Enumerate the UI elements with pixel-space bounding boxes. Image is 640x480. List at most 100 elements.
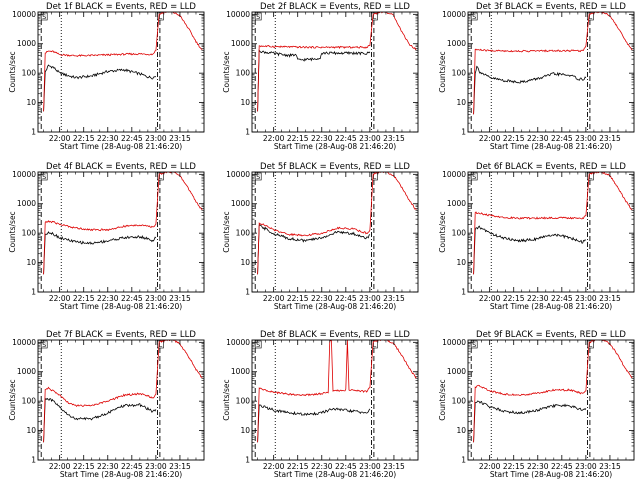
x-axis-label: Start Time (28-Aug-08 21:46:20) <box>490 470 612 479</box>
plot-frame <box>251 339 419 461</box>
x-tick-label: 22:30 <box>311 462 333 471</box>
x-tick-label: 23:00 <box>575 134 597 143</box>
series-group <box>473 12 633 115</box>
x-axis-label: Start Time (28-Aug-08 21:46:20) <box>274 302 396 311</box>
y-tick-label: 10 <box>240 258 250 267</box>
x-tick-label: 23:15 <box>599 294 621 303</box>
y-axis-label: Counts/sec <box>8 51 17 92</box>
x-tick-label: 22:45 <box>551 134 573 143</box>
series-group <box>257 172 417 275</box>
x-tick-label: 22:00 <box>49 134 71 143</box>
events-series-line <box>257 404 371 443</box>
x-tick-label: 23:15 <box>169 462 191 471</box>
y-tick-label: 10 <box>240 98 250 107</box>
series-group <box>473 340 633 443</box>
y-tick-label: 100 <box>452 397 467 406</box>
events-series-line <box>473 225 587 275</box>
series-group <box>473 172 633 275</box>
y-tick-label: 1000 <box>447 199 466 208</box>
x-tick-label: 22:00 <box>49 462 71 471</box>
y-tick-label: 100 <box>236 69 251 78</box>
x-axis-label: Start Time (28-Aug-08 21:46:20) <box>60 470 182 479</box>
marker-label: L <box>373 173 377 181</box>
y-tick-label: 100 <box>236 397 251 406</box>
y-axis-label: Counts/sec <box>438 51 447 92</box>
y-tick-label: 1000 <box>231 367 250 376</box>
marker-label: L <box>589 13 593 21</box>
y-tick-label: 10 <box>26 98 36 107</box>
plot-frame <box>467 339 635 461</box>
y-tick-label: 1000 <box>17 367 36 376</box>
marker-label: S <box>42 13 46 21</box>
plot-frame <box>37 11 205 133</box>
x-tick-label: 22:15 <box>503 294 525 303</box>
plot-frame <box>467 171 635 293</box>
lld-series-line <box>257 340 417 443</box>
x-tick-label: 23:00 <box>359 294 381 303</box>
x-tick-label: 23:15 <box>169 134 191 143</box>
marker-label-box <box>40 340 48 349</box>
marker-label-box <box>254 12 262 21</box>
events-series-line <box>43 231 157 275</box>
lld-series-line <box>43 172 203 275</box>
y-axis-label: Counts/sec <box>222 379 231 420</box>
marker-label: L <box>589 341 593 349</box>
x-tick-label: 23:00 <box>145 462 167 471</box>
y-tick-label: 100 <box>22 397 37 406</box>
panel-title: Det 4f BLACK = Events, RED = LLD <box>46 162 196 172</box>
marker-label: S <box>472 173 476 181</box>
marker-label-box <box>40 172 48 181</box>
panel-title: Det 5f BLACK = Events, RED = LLD <box>260 162 410 172</box>
x-axis-label: Start Time (28-Aug-08 21:46:20) <box>60 302 182 311</box>
x-tick-label: 22:45 <box>551 294 573 303</box>
x-tick-label: 23:00 <box>359 462 381 471</box>
y-axis-label: Counts/sec <box>438 379 447 420</box>
marker-label-box <box>587 12 594 21</box>
marker-label: S <box>256 173 260 181</box>
marker-label: S <box>42 173 46 181</box>
marker-label: S <box>42 341 46 349</box>
x-tick-label: 22:15 <box>73 294 95 303</box>
panel-title: Det 6f BLACK = Events, RED = LLD <box>476 162 626 172</box>
x-tick-label: 22:30 <box>97 294 119 303</box>
events-series-line <box>43 64 157 112</box>
lld-series-line <box>43 340 203 443</box>
panel-title: Det 3f BLACK = Events, RED = LLD <box>476 2 626 12</box>
events-series-line <box>257 49 371 112</box>
series-group <box>43 172 203 275</box>
plot-frame <box>37 339 205 461</box>
y-tick-label: 10000 <box>442 338 466 347</box>
y-tick-label: 1000 <box>447 39 466 48</box>
x-tick-label: 22:00 <box>49 294 71 303</box>
x-tick-label: 22:30 <box>311 134 333 143</box>
x-tick-label: 22:30 <box>97 134 119 143</box>
x-axis-label: Start Time (28-Aug-08 21:46:20) <box>274 142 396 151</box>
y-tick-label: 100 <box>452 229 467 238</box>
x-tick-label: 22:15 <box>287 294 309 303</box>
y-axis-label: Counts/sec <box>438 211 447 252</box>
y-tick-label: 10 <box>456 258 466 267</box>
marker-label: S <box>256 341 260 349</box>
x-tick-label: 22:00 <box>479 462 501 471</box>
y-tick-label: 10000 <box>226 170 250 179</box>
lld-series-line <box>473 12 633 115</box>
x-tick-label: 23:15 <box>383 294 405 303</box>
marker-label: L <box>159 341 163 349</box>
y-tick-label: 10000 <box>442 170 466 179</box>
x-tick-label: 23:15 <box>599 134 621 143</box>
x-axis-label: Start Time (28-Aug-08 21:46:20) <box>274 470 396 479</box>
x-tick-label: 22:15 <box>287 462 309 471</box>
x-tick-label: 23:00 <box>575 462 597 471</box>
x-tick-label: 22:15 <box>73 462 95 471</box>
y-tick-label: 1 <box>461 128 466 137</box>
x-tick-label: 22:45 <box>335 294 357 303</box>
x-tick-label: 23:00 <box>145 134 167 143</box>
x-tick-label: 22:15 <box>503 462 525 471</box>
y-tick-label: 10000 <box>442 10 466 19</box>
marker-label-box <box>470 12 478 21</box>
